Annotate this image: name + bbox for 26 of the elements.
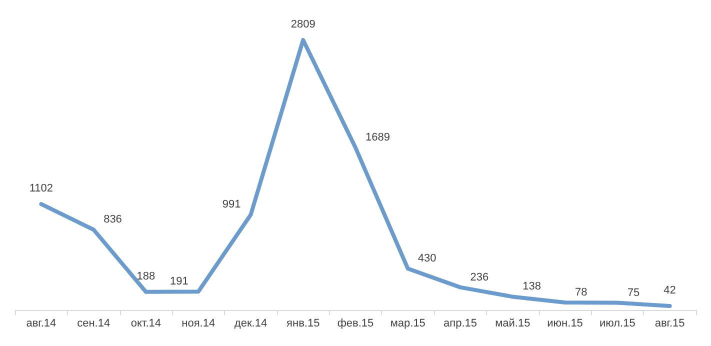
x-tick-label: авг.15: [654, 318, 685, 330]
data-label: 78: [575, 286, 588, 299]
data-label: 191: [170, 276, 188, 288]
x-tick-label: фев.15: [337, 318, 374, 330]
data-label: 236: [470, 271, 489, 284]
data-label: 42: [664, 284, 676, 296]
x-tick-label: авг.14: [26, 318, 56, 330]
x-tick-label: апр.15: [444, 318, 478, 330]
data-label: 430: [418, 252, 436, 265]
x-tick-label: май.15: [495, 318, 530, 330]
data-label: 188: [136, 270, 156, 282]
x-tick-label: янв.15: [286, 318, 320, 330]
data-label: 836: [104, 214, 122, 226]
x-tick-label: дек.14: [234, 318, 268, 330]
x-tick-label: окт.14: [130, 318, 162, 330]
x-tick-label: июн.15: [547, 318, 583, 330]
data-label: 1689: [366, 132, 390, 144]
data-label: 991: [222, 198, 241, 211]
data-label: 138: [522, 280, 542, 293]
x-tick-label: мар.15: [390, 318, 426, 330]
x-tick-label: июл.15: [599, 318, 636, 330]
x-tick-label: ноя.14: [182, 318, 216, 330]
data-label: 75: [627, 286, 640, 299]
x-tick-label: сен.14: [77, 318, 110, 330]
data-label: 1102: [29, 182, 54, 195]
data-label: 2809: [290, 18, 316, 30]
